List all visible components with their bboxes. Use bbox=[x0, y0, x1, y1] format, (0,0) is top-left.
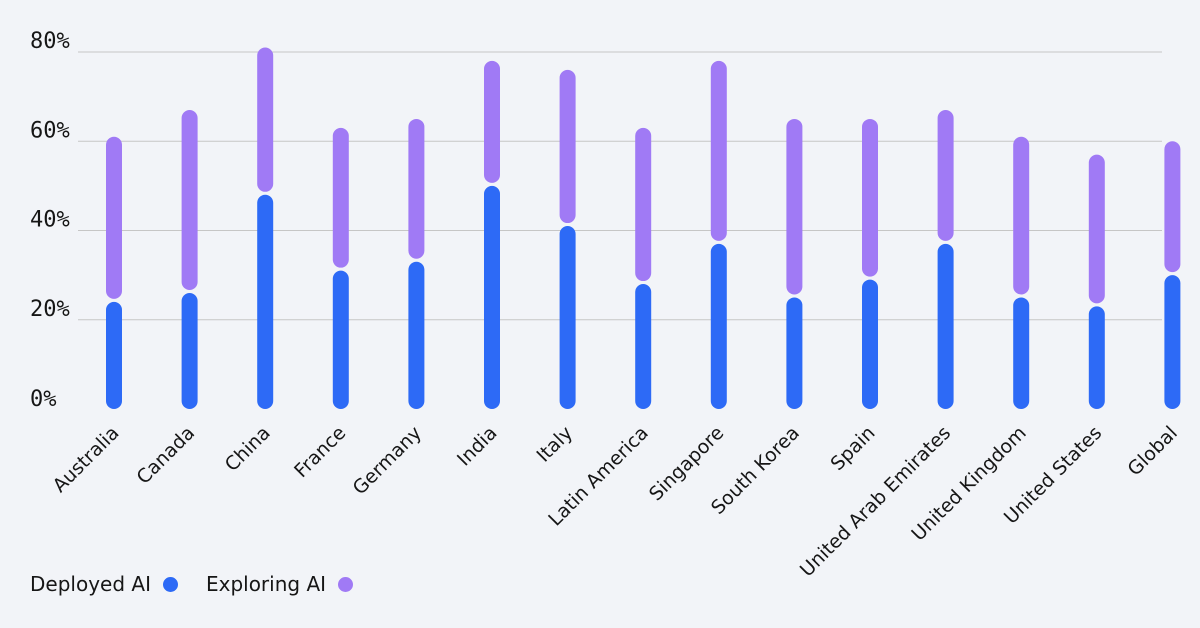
x-tick-label-united-arab-emirates: United Arab Emirates bbox=[796, 422, 955, 581]
legend-item-deployed-ai: Deployed AI bbox=[30, 572, 178, 596]
bar-exploring-ai-singapore bbox=[710, 60, 727, 241]
bar-exploring-ai-australia bbox=[106, 136, 122, 299]
x-tick-label-china: China bbox=[221, 422, 275, 476]
gridlines bbox=[78, 51, 1162, 321]
bar-deployed-ai-canada bbox=[181, 292, 198, 409]
legend-label-deployed-ai: Deployed AI bbox=[30, 572, 151, 596]
bar-deployed-ai-united-states bbox=[1088, 306, 1105, 409]
x-tick-label-global: Global bbox=[1124, 422, 1182, 480]
legend-item-exploring-ai: Exploring AI bbox=[205, 572, 354, 596]
bar-deployed-ai-italy bbox=[559, 226, 576, 409]
y-tick-label-80: 80% bbox=[30, 29, 70, 54]
bars bbox=[106, 47, 1181, 409]
bar-exploring-ai-china bbox=[257, 47, 274, 192]
bar-deployed-ai-france bbox=[332, 270, 349, 409]
bar-deployed-ai-latin-america bbox=[635, 284, 652, 409]
bar-exploring-ai-united-states bbox=[1088, 154, 1105, 304]
x-tick-label-france: France bbox=[290, 422, 350, 482]
legend-label-exploring-ai: Exploring AI bbox=[205, 572, 327, 596]
bar-exploring-ai-india bbox=[484, 60, 500, 183]
y-tick-label-0: 0% bbox=[30, 387, 57, 412]
y-tick-label-60: 60% bbox=[30, 118, 70, 143]
bar-exploring-ai-united-arab-emirates bbox=[937, 110, 954, 241]
bar-deployed-ai-germany bbox=[408, 261, 425, 409]
bar-exploring-ai-france bbox=[332, 127, 349, 268]
x-tick-label-india: India bbox=[453, 422, 502, 471]
x-tick-label-germany: Germany bbox=[349, 422, 426, 499]
legend: Deployed AI Exploring AI bbox=[30, 572, 381, 596]
bar-exploring-ai-spain bbox=[862, 118, 878, 277]
bar-deployed-ai-singapore bbox=[710, 243, 727, 409]
bar-deployed-ai-india bbox=[484, 185, 500, 409]
bar-exploring-ai-global bbox=[1164, 141, 1181, 273]
bar-deployed-ai-united-arab-emirates bbox=[937, 243, 954, 409]
bar-deployed-ai-australia bbox=[106, 301, 122, 409]
legend-swatch-exploring-ai bbox=[338, 576, 354, 592]
y-axis-ticks: 0% 20% 40% 60% 80% bbox=[30, 29, 70, 412]
bar-exploring-ai-canada bbox=[181, 110, 198, 290]
bar-exploring-ai-germany bbox=[408, 118, 425, 259]
bar-exploring-ai-united-kingdom bbox=[1013, 136, 1030, 295]
x-tick-label-australia: Australia bbox=[49, 422, 124, 497]
bar-exploring-ai-south-korea bbox=[786, 118, 803, 295]
bar-deployed-ai-china bbox=[257, 194, 274, 409]
y-tick-label-20: 20% bbox=[30, 297, 70, 322]
x-tick-label-italy: Italy bbox=[532, 422, 577, 467]
bar-deployed-ai-south-korea bbox=[786, 297, 803, 409]
x-tick-label-spain: Spain bbox=[826, 422, 879, 475]
legend-swatch-deployed-ai bbox=[162, 576, 178, 592]
x-tick-label-canada: Canada bbox=[132, 422, 199, 489]
bar-exploring-ai-italy bbox=[559, 69, 576, 224]
y-tick-label-40: 40% bbox=[30, 208, 70, 233]
bar-deployed-ai-united-kingdom bbox=[1013, 297, 1030, 409]
bar-deployed-ai-spain bbox=[862, 279, 878, 409]
bar-exploring-ai-latin-america bbox=[635, 127, 652, 282]
bar-deployed-ai-global bbox=[1164, 275, 1181, 409]
x-tick-label-singapore: Singapore bbox=[645, 422, 728, 505]
